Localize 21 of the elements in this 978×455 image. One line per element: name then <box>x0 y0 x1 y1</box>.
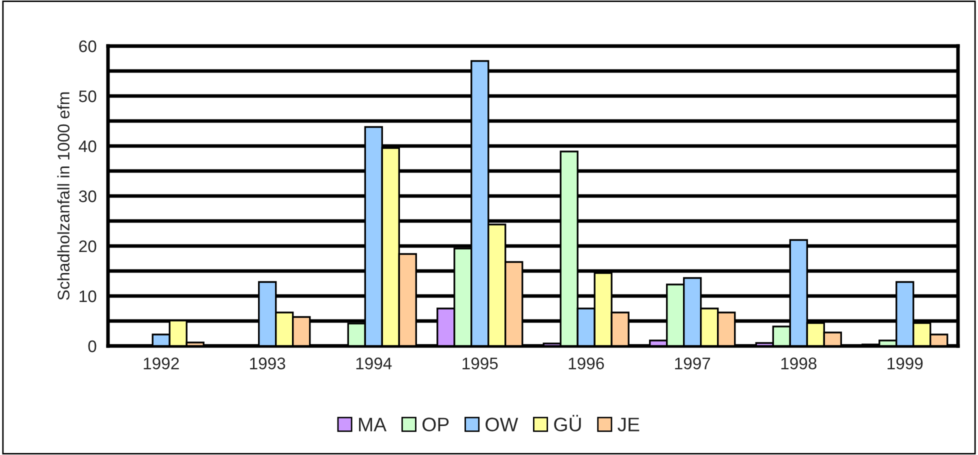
x-tick-label: 1999 <box>888 358 923 370</box>
y-tick-label: 20 <box>79 240 96 252</box>
legend-label: OP <box>422 418 449 432</box>
legend-label: OW <box>486 418 518 432</box>
legend-label: MA <box>359 418 387 432</box>
x-tick-label: 1996 <box>568 358 604 370</box>
legend-label: GÜ <box>554 414 581 432</box>
legend-label: JE <box>618 418 640 432</box>
y-tick-label: 0 <box>88 340 96 352</box>
y-tick-label: 30 <box>78 190 96 202</box>
x-tick-label: 1997 <box>675 358 710 370</box>
y-tick-label: 40 <box>78 140 96 152</box>
x-tick-label: 1992 <box>144 358 179 370</box>
x-tick-label: 1998 <box>781 358 816 370</box>
x-tick-label: 1993 <box>250 358 286 370</box>
y-tick-label: 50 <box>79 90 96 102</box>
y-axis-title: Schadholzanfall in 1000 efm <box>57 92 70 300</box>
y-tick-label: 60 <box>79 40 96 52</box>
x-tick-label: 1994 <box>356 358 392 370</box>
y-tick-label: 10 <box>80 290 96 302</box>
x-tick-label: 1995 <box>462 358 498 370</box>
